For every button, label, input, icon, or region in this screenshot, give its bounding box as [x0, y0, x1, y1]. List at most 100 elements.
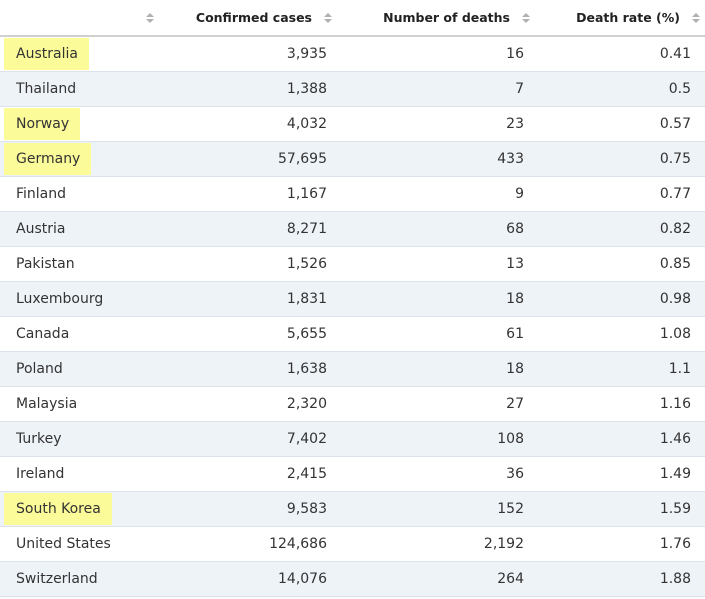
- table-row: United States 124,686 2,192 1.76: [0, 526, 705, 562]
- deaths-cell: 27: [343, 386, 541, 422]
- table-row: Poland 1,638 18 1.1: [0, 351, 705, 387]
- country-name: Austria: [16, 221, 66, 237]
- deaths-cell: 433: [343, 141, 541, 177]
- deaths-cell: 2,192: [343, 526, 541, 562]
- table-row: Australia 3,935 16 0.41: [0, 36, 705, 72]
- deaths-cell: 108: [343, 421, 541, 457]
- country-cell: Finland: [0, 176, 165, 212]
- country-name: Pakistan: [16, 256, 75, 272]
- country-cell: Poland: [0, 351, 165, 387]
- column-header-number-of-deaths[interactable]: Number of deaths: [343, 0, 541, 37]
- country-cell: Ireland: [0, 456, 165, 492]
- column-header-label: Confirmed cases: [195, 10, 312, 25]
- country-name: Thailand: [16, 81, 77, 97]
- country-name: Turkey: [16, 431, 62, 447]
- column-header-death-rate[interactable]: Death rate (%): [541, 0, 705, 37]
- confirmed-cases-cell: 9,583: [165, 491, 343, 527]
- sort-icon[interactable]: [522, 11, 530, 25]
- table-header: Confirmed cases Number of deaths Death r…: [0, 0, 705, 37]
- death-rate-cell: 1.76: [541, 526, 705, 562]
- confirmed-cases-cell: 2,415: [165, 456, 343, 492]
- deaths-cell: 13: [343, 246, 541, 282]
- deaths-cell: 9: [343, 176, 541, 212]
- deaths-cell: 68: [343, 211, 541, 247]
- confirmed-cases-cell: 124,686: [165, 526, 343, 562]
- death-rate-cell: 0.77: [541, 176, 705, 212]
- death-rate-cell: 0.57: [541, 106, 705, 142]
- deaths-cell: 16: [343, 36, 541, 72]
- sort-icon[interactable]: [146, 11, 154, 25]
- death-rate-cell: 1.88: [541, 561, 705, 597]
- table-row: Thailand 1,388 7 0.5: [0, 71, 705, 107]
- confirmed-cases-cell: 7,402: [165, 421, 343, 457]
- country-name: Poland: [16, 361, 63, 377]
- death-rate-cell: 1.59: [541, 491, 705, 527]
- confirmed-cases-cell: 1,167: [165, 176, 343, 212]
- death-rate-cell: 1.46: [541, 421, 705, 457]
- table-row: South Korea 9,583 152 1.59: [0, 491, 705, 527]
- country-cell: Norway: [0, 106, 165, 142]
- country-name: Switzerland: [16, 571, 98, 587]
- country-cell: Australia: [0, 36, 165, 72]
- death-rate-cell: 1.08: [541, 316, 705, 352]
- confirmed-cases-cell: 8,271: [165, 211, 343, 247]
- country-name: United States: [16, 536, 111, 552]
- confirmed-cases-cell: 2,320: [165, 386, 343, 422]
- death-rate-cell: 0.85: [541, 246, 705, 282]
- country-name: Canada: [16, 326, 70, 342]
- country-name: Finland: [16, 186, 67, 202]
- sort-icon[interactable]: [324, 11, 332, 25]
- country-cell: Luxembourg: [0, 281, 165, 317]
- deaths-cell: 7: [343, 71, 541, 107]
- column-header-confirmed-cases[interactable]: Confirmed cases: [165, 0, 343, 37]
- table-row: Switzerland 14,076 264 1.88: [0, 561, 705, 597]
- header-row: Confirmed cases Number of deaths Death r…: [0, 0, 705, 37]
- confirmed-cases-cell: 1,638: [165, 351, 343, 387]
- table-row: Norway 4,032 23 0.57: [0, 106, 705, 142]
- table-row: Germany 57,695 433 0.75: [0, 141, 705, 177]
- country-cell: Austria: [0, 211, 165, 247]
- table-row: Luxembourg 1,831 18 0.98: [0, 281, 705, 317]
- country-name: Australia: [4, 38, 89, 70]
- country-cell: Thailand: [0, 71, 165, 107]
- table-row: Malaysia 2,320 27 1.16: [0, 386, 705, 422]
- table-row: Turkey 7,402 108 1.46: [0, 421, 705, 457]
- country-cell: Malaysia: [0, 386, 165, 422]
- confirmed-cases-cell: 1,526: [165, 246, 343, 282]
- confirmed-cases-cell: 1,388: [165, 71, 343, 107]
- death-rate-cell: 0.82: [541, 211, 705, 247]
- deaths-cell: 18: [343, 351, 541, 387]
- death-rate-cell: 0.41: [541, 36, 705, 72]
- confirmed-cases-cell: 4,032: [165, 106, 343, 142]
- sort-icon[interactable]: [692, 11, 700, 25]
- country-cell: Turkey: [0, 421, 165, 457]
- deaths-cell: 18: [343, 281, 541, 317]
- country-cell: Pakistan: [0, 246, 165, 282]
- country-cell: Canada: [0, 316, 165, 352]
- death-rate-cell: 0.5: [541, 71, 705, 107]
- column-header-label: Number of deaths: [383, 10, 510, 25]
- table-body: Australia 3,935 16 0.41 Thailand 1,388 7…: [0, 36, 705, 597]
- country-name: Malaysia: [16, 396, 78, 412]
- death-rate-cell: 1.49: [541, 456, 705, 492]
- death-rate-cell: 1.16: [541, 386, 705, 422]
- death-rate-cell: 1.1: [541, 351, 705, 387]
- country-name: Ireland: [16, 466, 65, 482]
- confirmed-cases-cell: 14,076: [165, 561, 343, 597]
- country-name: South Korea: [4, 493, 112, 525]
- deaths-cell: 61: [343, 316, 541, 352]
- death-rate-cell: 0.75: [541, 141, 705, 177]
- country-name: Norway: [4, 108, 81, 140]
- column-header-country[interactable]: [0, 0, 165, 37]
- table-row: Canada 5,655 61 1.08: [0, 316, 705, 352]
- table-row: Pakistan 1,526 13 0.85: [0, 246, 705, 282]
- confirmed-cases-cell: 1,831: [165, 281, 343, 317]
- country-cell: United States: [0, 526, 165, 562]
- country-cell: Switzerland: [0, 561, 165, 597]
- table-row: Ireland 2,415 36 1.49: [0, 456, 705, 492]
- table-row: Finland 1,167 9 0.77: [0, 176, 705, 212]
- deaths-cell: 152: [343, 491, 541, 527]
- country-name: Luxembourg: [16, 291, 104, 307]
- deaths-cell: 36: [343, 456, 541, 492]
